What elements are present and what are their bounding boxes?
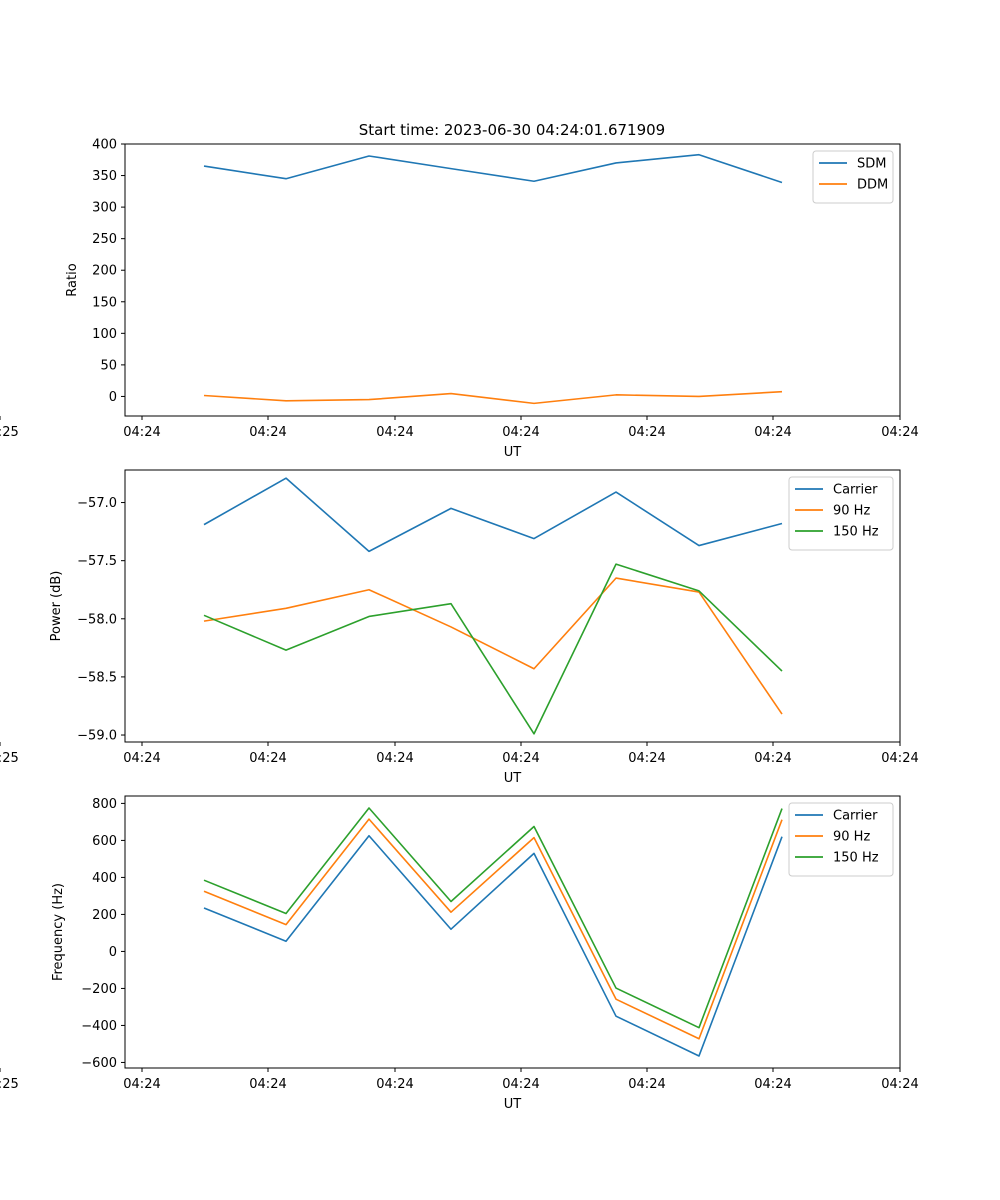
y-tick-label: 400 bbox=[92, 138, 117, 153]
frequency-panel: 04:24 04:24 04:24 04:24 04:24 04:24 04:24 04:25… bbox=[0, 795, 919, 1112]
x-tick-label: 04:25 bbox=[0, 1077, 19, 1092]
legend-label: Carrier bbox=[833, 809, 878, 824]
y-tick-label: 300 bbox=[92, 201, 117, 216]
axes-frame bbox=[124, 795, 901, 1069]
x-tick-label: 04:24 bbox=[376, 751, 413, 766]
legend-label: 90 Hz bbox=[833, 830, 870, 845]
y-tick-label: 50 bbox=[100, 358, 117, 373]
x-tick-label: 04:24 bbox=[249, 425, 286, 440]
x-tick-label: 04:24 bbox=[754, 425, 791, 440]
y-tick-label: −59.0 bbox=[77, 729, 117, 744]
y-axis-label: Frequency (Hz) bbox=[51, 883, 66, 981]
legend: Carrier 90 Hz 150 Hz bbox=[788, 476, 894, 551]
y-tick-label: 600 bbox=[92, 834, 117, 849]
axes-frame bbox=[124, 469, 901, 743]
series-line-90-hz bbox=[203, 577, 783, 715]
x-tick-label: 04:24 bbox=[123, 1077, 160, 1092]
legend-label: SDM bbox=[857, 157, 886, 172]
series-line-150-hz bbox=[203, 807, 783, 1029]
x-tick-label: 04:25 bbox=[0, 425, 19, 440]
x-tick-label: 04:24 bbox=[881, 751, 918, 766]
series-line-sdm bbox=[203, 153, 783, 184]
series-line-carrier bbox=[203, 834, 783, 1057]
y-axis-label: Ratio bbox=[65, 263, 80, 296]
series-line-150-hz bbox=[203, 563, 783, 735]
y-tick-label: 0 bbox=[109, 390, 117, 405]
series-line-carrier bbox=[203, 477, 783, 553]
series-line-ddm bbox=[203, 390, 783, 405]
y-tick-label: −58.0 bbox=[77, 612, 117, 627]
x-axis-label: UT bbox=[504, 1097, 522, 1112]
y-tick-label: −57.0 bbox=[77, 496, 117, 511]
legend-label: 90 Hz bbox=[833, 504, 870, 519]
power-panel: 04:24 04:24 04:24 04:24 04:24 04:24 04:24 04:25… bbox=[0, 469, 919, 786]
legend: SDM DDM bbox=[812, 150, 894, 204]
y-tick-label: 200 bbox=[92, 908, 117, 923]
legend: Carrier 90 Hz 150 Hz bbox=[788, 802, 894, 877]
x-tick-label: 04:24 bbox=[123, 425, 160, 440]
x-tick-label: 04:24 bbox=[249, 751, 286, 766]
y-tick-label: −400 bbox=[81, 1019, 117, 1034]
x-tick-label: 04:24 bbox=[754, 1077, 791, 1092]
figure-title: Start time: 2023-06-30 04:24:01.671909 bbox=[359, 121, 665, 139]
legend-label: 150 Hz bbox=[833, 525, 879, 540]
y-tick-label: 0 bbox=[109, 945, 117, 960]
x-tick-label: 04:24 bbox=[881, 1077, 918, 1092]
y-tick-label: 800 bbox=[92, 797, 117, 812]
legend-label: 150 Hz bbox=[833, 851, 879, 866]
x-tick-label: 04:24 bbox=[376, 1077, 413, 1092]
axes-frame bbox=[124, 143, 901, 417]
y-tick-label: −600 bbox=[81, 1056, 117, 1071]
y-tick-label: −200 bbox=[81, 982, 117, 997]
x-tick-label: 04:24 bbox=[376, 425, 413, 440]
y-tick-label: 150 bbox=[92, 295, 117, 310]
x-axis-label: UT bbox=[504, 445, 522, 460]
legend-label: DDM bbox=[857, 178, 888, 193]
x-tick-label: 04:25 bbox=[0, 751, 19, 766]
x-axis-label: UT bbox=[504, 771, 522, 786]
legend-box bbox=[812, 150, 894, 204]
x-tick-label: 04:24 bbox=[628, 1077, 665, 1092]
x-tick-label: 04:24 bbox=[628, 425, 665, 440]
x-tick-label: 04:24 bbox=[502, 1077, 539, 1092]
y-tick-label: 200 bbox=[92, 264, 117, 279]
y-tick-label: −57.5 bbox=[77, 554, 117, 569]
series-line-90-hz bbox=[203, 818, 783, 1040]
x-tick-label: 04:24 bbox=[881, 425, 918, 440]
y-tick-label: 100 bbox=[92, 327, 117, 342]
x-tick-label: 04:24 bbox=[628, 751, 665, 766]
legend-label: Carrier bbox=[833, 483, 878, 498]
x-tick-label: 04:24 bbox=[123, 751, 160, 766]
x-tick-label: 04:24 bbox=[502, 751, 539, 766]
y-tick-label: 400 bbox=[92, 871, 117, 886]
y-tick-label: 350 bbox=[92, 169, 117, 184]
y-tick-label: −58.5 bbox=[77, 670, 117, 685]
x-tick-label: 04:24 bbox=[502, 425, 539, 440]
y-tick-label: 250 bbox=[92, 232, 117, 247]
ratio-panel: 04:24 04:24 04:24 04:24 04:24 04:24 04:24 04:25… bbox=[0, 138, 919, 460]
x-tick-label: 04:24 bbox=[754, 751, 791, 766]
y-axis-label: Power (dB) bbox=[49, 571, 64, 642]
x-tick-label: 04:24 bbox=[249, 1077, 286, 1092]
